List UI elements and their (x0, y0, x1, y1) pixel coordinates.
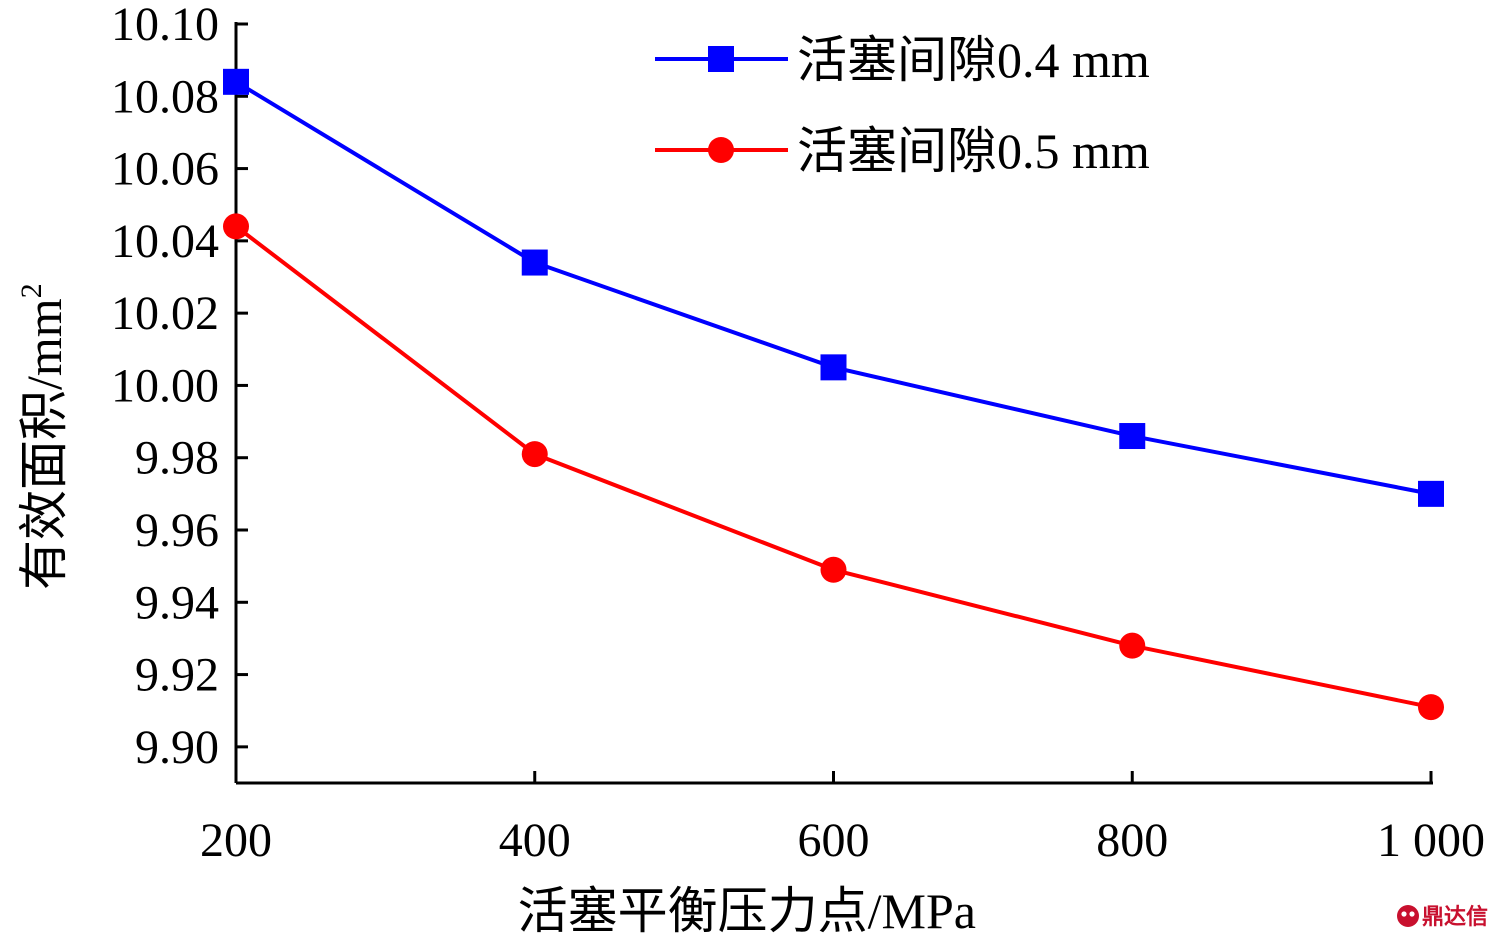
series-2 (223, 213, 1444, 721)
y-axis-title: 有效面积/mm2 (15, 283, 72, 590)
y-tick-label: 10.08 (111, 70, 219, 123)
x-axis-title: 活塞平衡压力点/MPa (518, 883, 976, 939)
series-1-point (820, 354, 847, 381)
legend-item-series-1: 活塞间隙0.4 mm (655, 32, 1150, 88)
watermark-logo-icon (1397, 905, 1419, 927)
x-tick-label: 800 (1096, 814, 1168, 867)
series-2-point (820, 556, 847, 583)
series-1 (223, 68, 1444, 507)
x-ticks: 200 400 600 800 1 000 (200, 771, 1485, 867)
x-tick-label: 200 (200, 814, 272, 867)
y-axis-title-superscript: 2 (15, 283, 48, 298)
x-tick-label: 600 (798, 814, 870, 867)
series-1-point (1418, 480, 1444, 507)
series-1-point (521, 249, 548, 276)
y-tick-label: 9.96 (135, 504, 219, 557)
legend-marker-series-1 (708, 46, 734, 72)
y-tick-label: 9.90 (135, 721, 219, 774)
series-2-line (234, 224, 1432, 710)
watermark-logo-eye-left (1401, 911, 1407, 917)
y-tick-label: 10.10 (111, 0, 219, 51)
legend: 活塞间隙0.4 mm 活塞间隙0.5 mm (655, 32, 1150, 179)
y-tick-label: 10.02 (111, 287, 219, 340)
legend-item-series-2: 活塞间隙0.5 mm (655, 123, 1150, 179)
series-2-point (223, 213, 249, 240)
series-2-point (521, 441, 548, 468)
x-tick-label: 1 000 (1377, 814, 1485, 867)
y-tick-label: 10.00 (111, 359, 219, 412)
series-layer (223, 68, 1444, 721)
series-1-point (1119, 423, 1146, 450)
y-tick-label: 9.94 (135, 576, 219, 629)
y-ticks: 9.90 9.92 9.94 9.96 9.98 10.00 10.02 10.04 10.06… (111, 0, 248, 774)
series-2-point (1418, 694, 1444, 721)
watermark: 鼎达信 (1397, 904, 1488, 930)
x-tick-label: 400 (499, 814, 571, 867)
y-tick-label: 10.06 (111, 143, 219, 196)
watermark-logo-eye-right (1409, 911, 1415, 917)
y-axis-title-main: 有效面积/mm (16, 298, 72, 590)
y-tick-label: 9.92 (135, 649, 219, 702)
legend-label-series-2: 活塞间隙0.5 mm (797, 123, 1150, 179)
watermark-text: 鼎达信 (1422, 904, 1488, 930)
series-2-point (1119, 632, 1146, 659)
y-tick-label: 9.98 (135, 432, 219, 485)
y-tick-label: 10.04 (111, 215, 219, 268)
legend-label-series-1: 活塞间隙0.4 mm (797, 32, 1150, 88)
series-1-point (223, 68, 249, 95)
legend-marker-series-2 (708, 137, 734, 163)
